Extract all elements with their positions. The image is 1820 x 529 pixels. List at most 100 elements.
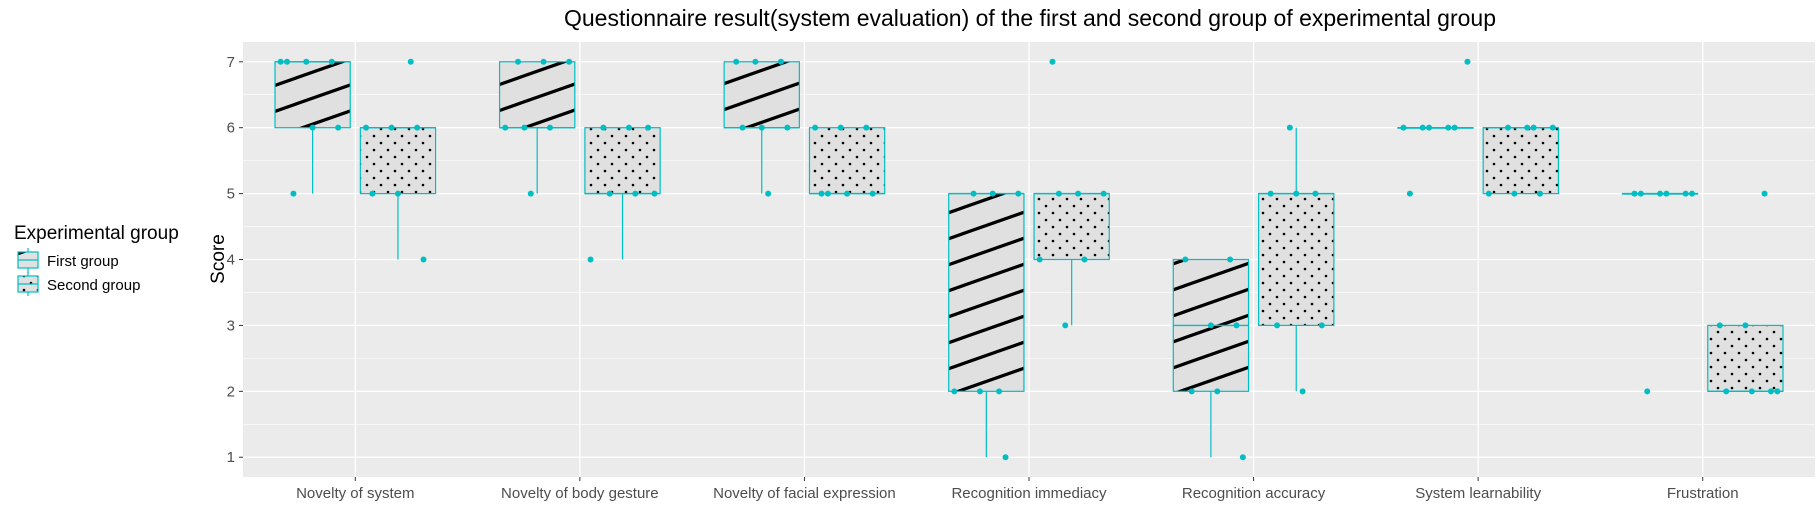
data-point-second-group [1100, 190, 1107, 197]
data-point-first-group [1227, 256, 1234, 263]
data-point-second-group [1075, 190, 1082, 197]
data-point-second-group [606, 190, 613, 197]
data-point-first-group [566, 58, 573, 65]
data-point-first-group [1682, 190, 1689, 197]
box-body [1033, 192, 1110, 261]
y-axis-title: Score [208, 234, 229, 284]
data-point-first-group [527, 190, 534, 197]
data-point-first-group [989, 190, 996, 197]
data-point-first-group [1214, 388, 1221, 395]
data-point-second-group [863, 124, 870, 131]
data-point-second-group [1293, 190, 1300, 197]
data-point-first-group [521, 124, 528, 131]
x-tick-label: Frustration [1667, 485, 1739, 502]
data-point-second-group [1267, 190, 1274, 197]
box-body [1258, 192, 1335, 327]
data-point-second-group [1274, 322, 1281, 329]
data-point-second-group [600, 124, 607, 131]
data-point-first-group [1419, 124, 1426, 131]
data-point-second-group [362, 124, 369, 131]
box-second-group [1482, 126, 1560, 195]
x-tick-label: Novelty of body gesture [501, 485, 659, 502]
data-point-first-group [335, 124, 342, 131]
data-point-second-group [837, 124, 844, 131]
data-point-second-group [1549, 124, 1556, 131]
y-tick-label: 5 [227, 186, 235, 203]
data-point-first-group [777, 58, 784, 65]
data-point-second-group [869, 190, 876, 197]
data-point-second-group [812, 124, 819, 131]
y-tick-label: 4 [227, 252, 235, 269]
x-tick-label: System learnability [1415, 485, 1541, 502]
x-tick-label: Novelty of facial expression [713, 485, 896, 502]
box-body [1482, 127, 1560, 195]
data-point-second-group [1318, 322, 1325, 329]
data-point-first-group [284, 58, 291, 65]
box-body [723, 61, 800, 129]
data-point-second-group [1286, 124, 1293, 131]
data-point-first-group [1657, 190, 1664, 197]
data-point-first-group [328, 58, 335, 65]
legend-label-second-group: Second group [47, 277, 140, 294]
data-point-second-group [1761, 190, 1768, 197]
y-tick-label: 7 [227, 54, 235, 71]
data-point-first-group [951, 388, 958, 395]
data-point-first-group [1406, 190, 1413, 197]
data-point-second-group [1505, 124, 1512, 131]
legend: Experimental group First group Second gr… [14, 223, 179, 296]
plot-panel [243, 42, 1815, 477]
data-point-first-group [1182, 256, 1189, 263]
box-body [274, 61, 351, 129]
data-point-second-group [1081, 256, 1088, 263]
data-point-first-group [1002, 454, 1009, 461]
box-second-group [1258, 127, 1335, 392]
x-axis: Novelty of system Novelty of body gesture… [296, 477, 1739, 502]
x-tick-label: Recognition immediacy [951, 485, 1107, 502]
data-point-first-group [277, 58, 284, 65]
data-point-first-group [1631, 190, 1638, 197]
data-point-first-group [1239, 454, 1246, 461]
data-point-first-group [1015, 190, 1022, 197]
data-point-second-group [1055, 190, 1062, 197]
data-point-first-group [739, 124, 746, 131]
data-point-second-group [651, 190, 658, 197]
data-point-first-group [1637, 190, 1644, 197]
box-second-group [1707, 324, 1784, 393]
data-point-second-group [1774, 388, 1781, 395]
data-point-first-group [752, 58, 759, 65]
data-point-first-group [290, 190, 297, 197]
data-point-second-group [1036, 256, 1043, 263]
box-second-group [1033, 192, 1110, 326]
data-point-second-group [394, 190, 401, 197]
data-point-second-group [407, 58, 414, 65]
data-point-first-group [765, 190, 772, 197]
box-first-group [1397, 126, 1474, 129]
x-tick-label: Recognition accuracy [1182, 485, 1326, 502]
data-point-second-group [1742, 322, 1749, 329]
box-body [359, 127, 437, 195]
data-point-first-group [1451, 124, 1458, 131]
data-point-first-group [309, 124, 316, 131]
data-point-first-group [540, 58, 547, 65]
box-body [948, 192, 1025, 392]
data-point-first-group [1400, 124, 1407, 131]
data-point-first-group [970, 190, 977, 197]
box-layer [274, 61, 1784, 458]
data-point-second-group [1524, 124, 1531, 131]
y-tick-label: 6 [227, 120, 235, 137]
data-point-first-group [1663, 190, 1670, 197]
data-point-second-group [844, 190, 851, 197]
data-point-second-group [1723, 388, 1730, 395]
data-point-second-group [369, 190, 376, 197]
box-first-group [948, 192, 1025, 458]
legend-label-first-group: First group [47, 253, 119, 270]
data-point-first-group [996, 388, 1003, 395]
box-body [584, 127, 661, 195]
chart-title: Questionnaire result(system evaluation) … [564, 5, 1496, 31]
y-axis: 1 2 3 4 5 6 7 [227, 54, 243, 466]
data-point-first-group [1445, 124, 1452, 131]
data-point-second-group [1299, 388, 1306, 395]
data-point-first-group [502, 124, 509, 131]
data-point-second-group [1485, 190, 1492, 197]
